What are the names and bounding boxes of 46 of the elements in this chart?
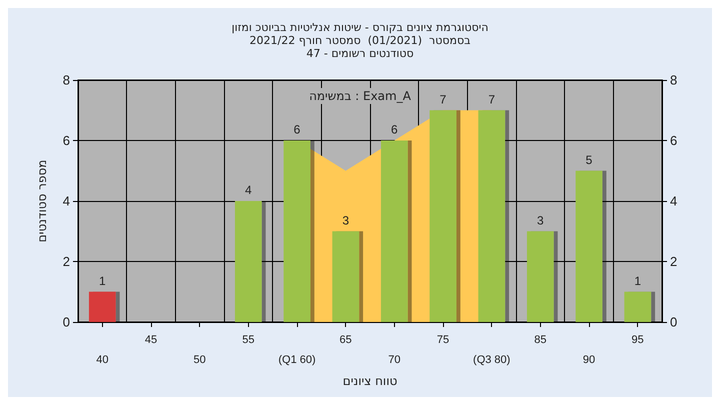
data-label: 5 <box>586 152 593 167</box>
data-label: 7 <box>488 92 496 106</box>
bar <box>284 140 310 322</box>
x-tick-label: 70 <box>388 354 400 366</box>
x-axis-title: טווח ציונים <box>342 374 398 388</box>
bar <box>88 292 116 322</box>
x-tick-label: (Q3 80) <box>473 354 510 366</box>
y2-tick-label: 0 <box>670 314 678 330</box>
y-tick-label: 8 <box>62 72 70 88</box>
bar <box>526 231 554 322</box>
bar <box>380 140 408 322</box>
x-tick-label: 55 <box>242 334 254 346</box>
y-axis-title: מספר סטודנטים <box>35 160 49 242</box>
data-label: 1 <box>634 274 642 288</box>
y-tick-label: 2 <box>62 254 70 269</box>
y2-tick-label: 8 <box>670 72 678 88</box>
data-label: 6 <box>390 122 398 136</box>
data-label: 1 <box>98 274 106 288</box>
bar <box>624 292 652 322</box>
data-label: 3 <box>342 213 350 228</box>
x-tick-label: 50 <box>194 354 206 366</box>
data-label: 7 <box>440 92 447 106</box>
y2-tick-label: 6 <box>670 133 678 148</box>
x-tick-label: (Q1 60) <box>278 354 316 366</box>
x-tick-label: 75 <box>436 334 450 346</box>
bar <box>478 110 506 322</box>
bar <box>576 170 602 322</box>
y2-tick-label: 4 <box>670 194 678 208</box>
x-tick-label: 90 <box>582 354 596 366</box>
y2-tick-label: 2 <box>670 254 678 269</box>
bar <box>234 201 262 322</box>
y-tick-label: 4 <box>62 194 70 208</box>
data-label: 3 <box>536 213 544 228</box>
x-tick-label: 45 <box>144 334 158 346</box>
bar <box>430 110 456 322</box>
annotation: במשימה : Exam_A <box>309 89 412 103</box>
y-tick-label: 0 <box>62 314 70 330</box>
chart-title: היסטוגרמת ציונים בקורס - שיטות אנליטיות בביוטכ ומזון בסמסטר (01/2021) סמסטר חורף 2021/22 סטודנטים רשומים - 47 <box>232 21 488 60</box>
x-tick-label: 65 <box>340 334 352 346</box>
x-tick-label: 40 <box>96 354 108 366</box>
y-tick-label: 6 <box>62 133 70 148</box>
bar <box>332 231 360 322</box>
data-label: 4 <box>244 183 252 197</box>
x-tick-label: 85 <box>534 334 546 346</box>
data-label: 6 <box>294 122 301 136</box>
x-tick-label: 95 <box>632 334 644 346</box>
